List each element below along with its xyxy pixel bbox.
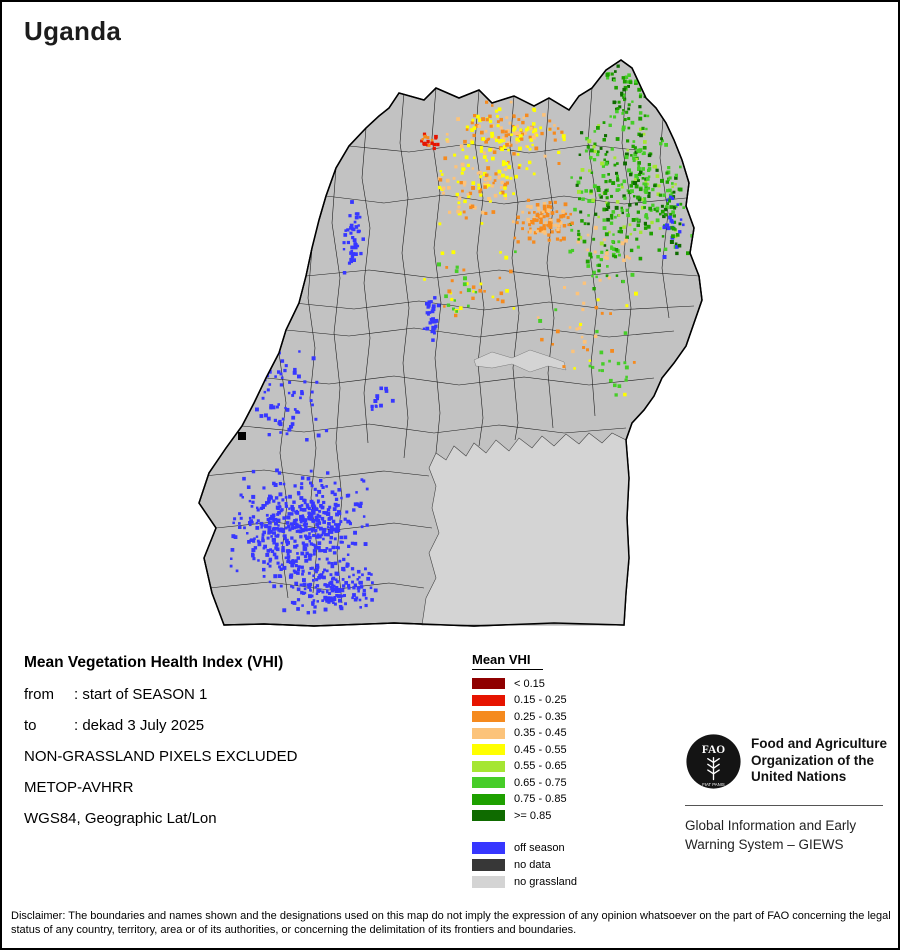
- metadata-note-projection: WGS84, Geographic Lat/Lon: [24, 810, 217, 827]
- lake-kyoga: [473, 349, 567, 373]
- legend-label: off season: [514, 841, 565, 854]
- disclaimer: Disclaimer: The boundaries and names sho…: [11, 910, 891, 936]
- fao-logo-motto: FIAT PANIS: [702, 782, 725, 787]
- legend-row: 0.75 - 0.85: [472, 792, 577, 808]
- metadata-to: to : dekad 3 July 2025: [24, 717, 297, 735]
- country-border: [198, 59, 703, 627]
- legend-row: no grassland: [472, 874, 577, 890]
- metadata-from: from : start of SEASON 1: [24, 686, 297, 704]
- metadata-note-grassland: NON-GRASSLAND PIXELS EXCLUDED: [24, 748, 298, 765]
- map-area: [174, 48, 732, 636]
- legend-row: off season: [472, 840, 577, 856]
- fao-logo-text: FAO: [702, 744, 725, 756]
- legend-label: < 0.15: [514, 677, 545, 690]
- lake-victoria: [421, 432, 630, 626]
- legend-title: Mean VHI: [472, 652, 543, 670]
- org-name-line: Food and Agriculture: [751, 736, 887, 751]
- page-title: Uganda: [24, 16, 122, 46]
- legend-swatch: [472, 875, 505, 888]
- legend-label: 0.45 - 0.55: [514, 743, 567, 756]
- legend-gap: [472, 825, 577, 840]
- giews-label: Global Information and Early Warning Sys…: [685, 816, 887, 854]
- legend-swatch: [472, 678, 505, 690]
- legend-swatch: [472, 858, 505, 871]
- legend-swatch: [472, 810, 505, 822]
- legend-row: 0.35 - 0.45: [472, 726, 577, 742]
- legend-label: no data: [514, 858, 551, 871]
- legend-swatch: [472, 744, 505, 756]
- map-metadata: Mean Vegetation Health Index (VHI) from:…: [24, 654, 297, 841]
- metadata-note-sensor: METOP-AVHRR: [24, 779, 134, 796]
- legend-swatch: [472, 711, 505, 723]
- org-name: Food and Agriculture Organization of the…: [751, 733, 887, 786]
- legend: Mean VHI < 0.15 0.15 - 0.25 0.25 - 0.35 …: [472, 652, 577, 891]
- district-boundaries: [203, 87, 700, 604]
- legend-row: no data: [472, 857, 577, 873]
- org-name-line: United Nations: [751, 769, 847, 784]
- legend-label: >= 0.85: [514, 809, 552, 822]
- wheat-icon: [707, 757, 720, 781]
- giews-line: Global Information and Early: [685, 818, 857, 833]
- legend-label: 0.55 - 0.65: [514, 760, 567, 773]
- from-value: : start of SEASON 1: [74, 686, 208, 703]
- organization-block: FAO FIAT PANIS Food and Agriculture Orga…: [685, 733, 887, 854]
- legend-swatch: [472, 841, 505, 854]
- legend-row: 0.25 - 0.35: [472, 709, 577, 725]
- giews-line: Warning System – GIEWS: [685, 837, 844, 852]
- legend-row: < 0.15: [472, 676, 577, 692]
- to-label: to: [24, 717, 37, 734]
- uganda-map: [198, 59, 703, 627]
- legend-swatch: [472, 727, 505, 739]
- org-name-line: Organization of the: [751, 752, 874, 768]
- legend-row: 0.55 - 0.65: [472, 759, 577, 775]
- legend-label: 0.75 - 0.85: [514, 793, 567, 806]
- legend-row: >= 0.85: [472, 808, 577, 824]
- legend-label: 0.35 - 0.45: [514, 727, 567, 740]
- org-header: FAO FIAT PANIS Food and Agriculture Orga…: [685, 733, 887, 790]
- legend-swatch: [472, 760, 505, 772]
- legend-row: 0.45 - 0.55: [472, 742, 577, 758]
- metadata-heading: Mean Vegetation Health Index (VHI): [24, 654, 284, 671]
- legend-label: 0.25 - 0.35: [514, 710, 567, 723]
- legend-swatch: [472, 793, 505, 805]
- vhi-pixel-layer: [229, 64, 702, 615]
- legend-label: 0.65 - 0.75: [514, 776, 567, 789]
- to-value: : dekad 3 July 2025: [74, 717, 205, 734]
- legend-label: 0.15 - 0.25: [514, 694, 567, 707]
- legend-label: no grassland: [514, 875, 577, 888]
- legend-swatch: [472, 694, 505, 706]
- legend-row: 0.15 - 0.25: [472, 693, 577, 709]
- divider: [685, 805, 883, 806]
- legend-row: 0.65 - 0.75: [472, 775, 577, 791]
- fao-logo: FAO FIAT PANIS: [686, 734, 741, 789]
- legend-swatch: [472, 777, 505, 789]
- from-label: from: [24, 686, 54, 703]
